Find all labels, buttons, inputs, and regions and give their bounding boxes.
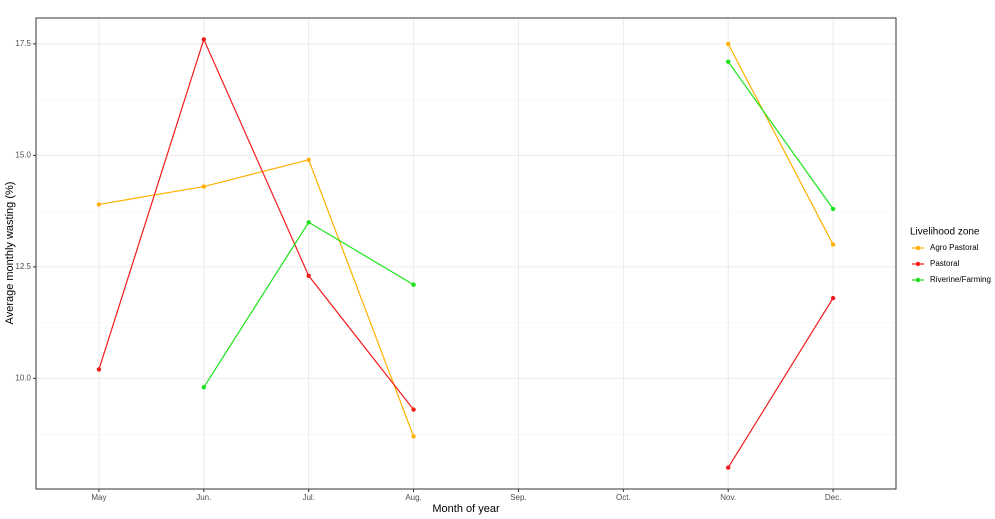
x-tick-label: Oct.	[616, 493, 631, 502]
data-point	[830, 206, 836, 212]
data-point	[306, 273, 311, 279]
x-tick-label: Dec.	[825, 493, 841, 502]
data-point	[96, 367, 102, 372]
data-point	[201, 37, 207, 42]
legend-point	[915, 277, 921, 283]
plot-border	[35, 17, 897, 490]
data-point	[306, 157, 311, 163]
x-axis-title: Month of year	[432, 503, 500, 515]
y-tick-label: 10.0	[15, 373, 31, 382]
data-point	[306, 220, 311, 225]
x-tick-label: Nov.	[720, 493, 736, 502]
x-tick-label: Jul.	[302, 493, 314, 502]
y-axis-title: Average monthly wasting (%)	[4, 182, 16, 325]
legend-point	[915, 245, 921, 251]
legend-point	[915, 261, 921, 267]
data-point	[725, 59, 731, 64]
y-tick-label: 12.5	[15, 262, 31, 271]
legend-title: Livelihood zone	[910, 227, 980, 238]
data-point	[411, 282, 416, 287]
x-tick-label: Jun.	[196, 493, 211, 502]
data-point	[830, 295, 836, 301]
series-line	[98, 43, 834, 437]
y-tick-label: 15.0	[15, 150, 31, 159]
legend-label: Riverine/Farming	[930, 275, 991, 284]
legend-label: Pastoral	[930, 259, 960, 268]
legend-label: Agro Pastoral	[930, 243, 979, 252]
data-point	[411, 434, 416, 439]
x-tick-label: Sep.	[510, 493, 526, 502]
data-point	[96, 202, 102, 207]
x-tick-label: Aug.	[405, 493, 421, 502]
data-point	[830, 242, 836, 247]
x-tick-label: May	[91, 493, 106, 502]
data-point	[201, 385, 207, 390]
data-point	[201, 184, 207, 189]
data-point	[725, 41, 731, 47]
data-point	[411, 407, 416, 412]
data-point	[725, 465, 731, 470]
series-line	[98, 37, 834, 468]
y-tick-label: 17.5	[15, 39, 31, 48]
